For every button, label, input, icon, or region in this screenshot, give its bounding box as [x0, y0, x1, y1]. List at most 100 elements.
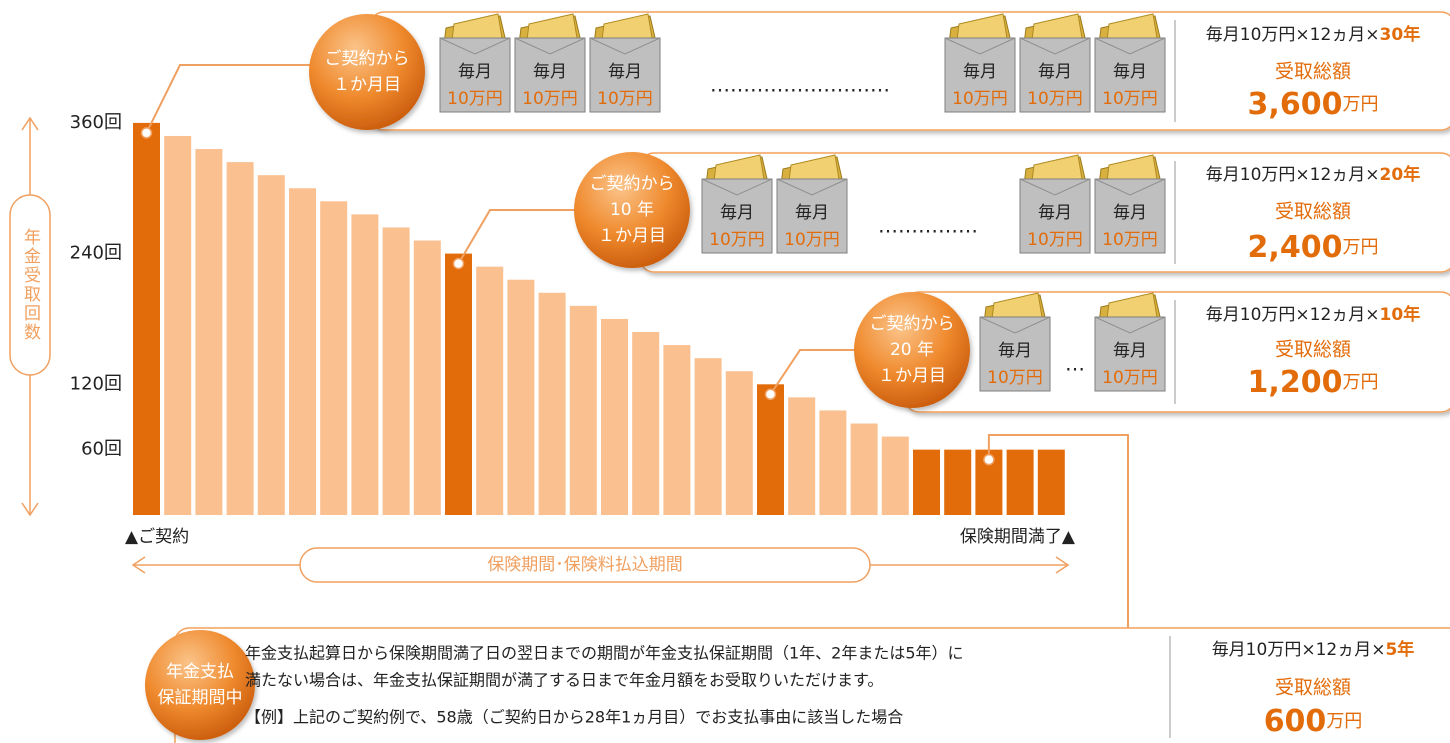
bar [538, 292, 566, 515]
bar [694, 358, 722, 515]
envelope-flap [439, 37, 511, 55]
formula: 毎月10万円×12ヵ月×20年 [1206, 164, 1420, 185]
envelope-body [944, 37, 1016, 113]
bar [257, 175, 285, 515]
bar [382, 227, 410, 516]
badge-text: １か月目 [878, 366, 946, 386]
envelope-body [439, 37, 511, 113]
envelope-body [1094, 316, 1166, 392]
badge [574, 152, 690, 268]
envelope-body [1019, 37, 1091, 113]
total-unit: 万円 [1326, 711, 1362, 732]
bar [507, 279, 535, 515]
period-arrow [131, 547, 1070, 583]
envelope-amount: 10万円 [987, 368, 1043, 388]
envelope: 毎月 10万円 [1094, 154, 1166, 254]
envelope-amount: 10万円 [709, 230, 765, 250]
envelope-flap [514, 37, 586, 55]
total: 600万円 [1264, 704, 1363, 739]
total-amount: 3,600 [1248, 87, 1343, 122]
envelope-body [514, 37, 586, 113]
badge-text: ご契約から [870, 314, 955, 334]
envelope: 毎月 10万円 [776, 154, 848, 254]
envelope: 毎月 10万円 [1094, 13, 1166, 113]
y-tick-label: 360回 [70, 112, 122, 133]
end-label: 保険期間満了▲ [960, 527, 1076, 547]
envelope-body [776, 178, 848, 254]
badge [145, 630, 255, 740]
formula-text: 毎月10万円×12ヵ月× [1212, 640, 1386, 660]
envelope-text: 毎月 [1113, 62, 1147, 82]
connector [987, 434, 1129, 628]
formula: 毎月10万円×12ヵ月×30年 [1206, 24, 1420, 45]
total-amount: 600 [1264, 704, 1327, 739]
formula-years: 5年 [1385, 639, 1414, 660]
envelope-amount: 10万円 [952, 89, 1008, 109]
envelope-text: 毎月 [1038, 62, 1072, 82]
badge-text: １か月目 [333, 75, 401, 95]
envelope-flap [944, 37, 1016, 55]
bar [164, 135, 192, 515]
y-axis [9, 116, 51, 517]
connector-dot [140, 127, 153, 139]
guarantee-text: 年金支払起算日から保険期間満了日の翌日までの期間が年金支払保証期間（1年、2年ま… [245, 644, 964, 663]
formula: 毎月10万円×12ヵ月×10年 [1206, 304, 1420, 325]
envelope-flap [1094, 178, 1166, 196]
envelope: 毎月 10万円 [1019, 154, 1091, 254]
formula: 毎月10万円×12ヵ月×5年 [1212, 639, 1415, 660]
bar [601, 318, 628, 515]
envelope-amount: 10万円 [1027, 89, 1083, 109]
bar [725, 371, 753, 515]
badge-text: １か月目 [598, 226, 666, 246]
envelope-flap [1094, 316, 1166, 334]
badge [309, 14, 425, 130]
ellipsis: …………… [878, 214, 978, 238]
total-amount: 2,400 [1248, 230, 1343, 265]
envelope: 毎月 10万円 [439, 13, 511, 113]
ellipsis: … [1065, 352, 1085, 376]
envelope-text: 毎月 [608, 62, 642, 82]
envelope-text: 毎月 [795, 203, 829, 223]
connector-dot [764, 388, 777, 401]
guarantee-text: 【例】上記のご契約例で、58歳（ご契約日から28年1ヵ月目）でお支払事由に該当し… [245, 708, 903, 727]
total: 1,200万円 [1248, 365, 1379, 400]
bar [351, 214, 379, 515]
bar [757, 384, 784, 515]
connector-dot [452, 257, 465, 270]
envelope-amount: 10万円 [1102, 89, 1158, 109]
bar [881, 436, 909, 515]
bar [819, 410, 847, 515]
guarantee-text: 満たない場合は、年金支払保証期間が満了する日まで年金月額をお受取りいただけます。 [245, 671, 883, 690]
bar [913, 449, 940, 515]
envelope-flap [1019, 37, 1091, 55]
envelope-text: 毎月 [1113, 341, 1147, 361]
envelope-body [1094, 178, 1166, 254]
total-label: 受取総額 [1275, 201, 1351, 223]
envelope-amount: 10万円 [522, 89, 578, 109]
total-unit: 万円 [1342, 237, 1378, 258]
ellipsis: ……………………… [710, 73, 890, 97]
period-label: 保険期間･保険料払込期間 [487, 555, 683, 575]
total-amount: 1,200 [1248, 365, 1343, 400]
envelope-flap [1019, 178, 1091, 196]
total: 2,400万円 [1248, 230, 1379, 265]
start-label: ▲ご契約 [125, 527, 189, 547]
bar [413, 240, 441, 515]
envelope-amount: 10万円 [784, 230, 840, 250]
total-unit: 万円 [1342, 94, 1378, 115]
bar [944, 449, 972, 515]
bar [289, 188, 316, 516]
bar [1037, 449, 1065, 515]
connector [145, 64, 367, 134]
envelope-text: 毎月 [720, 203, 754, 223]
connector-dot [983, 453, 995, 466]
badge-text: 保証期間中 [158, 688, 243, 708]
bar [226, 162, 254, 515]
envelope-body [1094, 37, 1166, 113]
badge [854, 292, 970, 408]
envelope-text: 毎月 [458, 62, 492, 82]
envelope-flap [1094, 37, 1166, 55]
bar [445, 253, 472, 515]
envelope-amount: 10万円 [1102, 368, 1158, 388]
